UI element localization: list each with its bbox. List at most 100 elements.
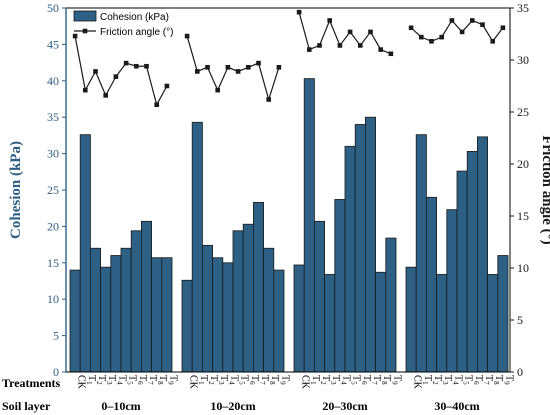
category-label-1-CK: CK (188, 375, 199, 390)
friction-line-1 (186, 35, 280, 102)
bar-0-T7 (140, 220, 152, 373)
friction-point-3-T6 (470, 18, 475, 23)
left-tick-label-0: 0 (53, 365, 59, 379)
bar-3-T1 (415, 134, 427, 373)
right-tick-label-30: 30 (517, 53, 529, 67)
friction-point-1-CK (184, 33, 190, 39)
bar-0-T5 (120, 247, 132, 373)
friction-line-3 (410, 19, 504, 43)
bar-0-T6 (130, 230, 142, 373)
category-label-2-T9: T9 (390, 375, 402, 385)
bar-3-T6 (466, 151, 478, 373)
bar-0-T8 (151, 257, 163, 373)
category-label-3-CK: CK (412, 375, 423, 390)
friction-point-2-T2 (317, 43, 322, 48)
friction-point-1-T8 (266, 97, 271, 102)
bar-2-T8 (375, 271, 387, 373)
category-label-3-T7: T7 (482, 375, 494, 385)
left-tick-label-15: 15 (47, 256, 59, 270)
bar-3-T5 (456, 170, 468, 373)
category-label-0-T7: T7 (146, 375, 158, 385)
right-tick-label-25: 25 (517, 105, 529, 119)
bar-2-T9 (385, 237, 397, 373)
legend-bar-swatch (73, 10, 97, 22)
right-tick-label-15: 15 (517, 209, 529, 223)
legend-label-friction: Friction angle (°) (100, 27, 173, 38)
category-label-0-T8: T8 (156, 375, 168, 385)
category-label-3-T5: T5 (462, 375, 474, 385)
friction-point-2-T7 (368, 29, 373, 35)
left-tick-label-25: 25 (47, 183, 59, 197)
category-label-0-T6: T6 (136, 375, 148, 385)
friction-point-0-CK (72, 33, 78, 39)
friction-point-1-T3 (215, 87, 220, 93)
friction-point-1-T4 (225, 64, 231, 70)
friction-point-0-T6 (134, 63, 139, 69)
left-tick-label-30: 30 (47, 147, 59, 161)
friction-point-3-T9 (500, 25, 506, 31)
right-tick-label-0: 0 (517, 365, 523, 379)
right-tick-label-5: 5 (517, 313, 523, 327)
category-label-1-T2: T2 (207, 375, 219, 385)
friction-point-2-T5 (347, 29, 353, 35)
category-label-0-T3: T3 (105, 375, 117, 385)
friction-line-2 (298, 12, 392, 55)
friction-point-0-T4 (113, 74, 119, 79)
bar-1-T2 (201, 244, 213, 373)
bar-1-T3 (212, 257, 224, 373)
friction-point-2-T6 (358, 43, 363, 48)
legend-label-cohesion: Cohesion (kPa) (100, 12, 169, 23)
category-label-0-T9: T9 (166, 375, 178, 385)
friction-point-0-T3 (103, 93, 108, 98)
row-label-treatments: Treatments (2, 376, 61, 390)
friction-point-3-T5 (459, 29, 465, 35)
category-label-1-T8: T8 (268, 375, 280, 385)
friction-point-1-T6 (246, 64, 251, 70)
bar-1-T6 (242, 223, 254, 373)
category-label-0-T5: T5 (126, 375, 138, 385)
category-label-3-T2: T2 (431, 375, 443, 385)
left-tick-label-20: 20 (47, 219, 59, 233)
category-label-2-T5: T5 (350, 375, 362, 385)
bar-1-CK (181, 279, 193, 373)
bar-3-T7 (476, 136, 488, 373)
friction-point-3-CK (408, 25, 414, 31)
bar-0-T1 (79, 134, 91, 373)
bar-1-T5 (232, 230, 244, 373)
right-tick-label-10: 10 (517, 261, 529, 275)
bar-2-T7 (364, 116, 376, 373)
bar-1-T4 (222, 262, 234, 373)
friction-point-3-T7 (480, 22, 485, 27)
friction-point-1-T5 (235, 69, 241, 74)
bar-2-T3 (324, 274, 336, 373)
category-label-1-T5: T5 (238, 375, 250, 385)
category-label-2-T7: T7 (370, 375, 382, 385)
friction-line-0 (74, 35, 168, 107)
category-label-2-T2: T2 (319, 375, 331, 385)
friction-point-0-T1 (83, 87, 88, 93)
bar-1-T1 (191, 121, 203, 373)
category-label-2-T8: T8 (380, 375, 392, 385)
soil-layer-label-2: 20–30cm (322, 399, 367, 413)
friction-point-1-T1 (195, 69, 200, 74)
bar-2-T1 (303, 78, 315, 373)
left-tick-label-5: 5 (53, 329, 59, 343)
category-label-3-T8: T8 (492, 375, 504, 385)
category-label-3-T6: T6 (472, 375, 484, 385)
left-tick-label-10: 10 (47, 292, 59, 306)
category-label-0-T2: T2 (95, 375, 107, 385)
friction-point-0-T5 (123, 60, 129, 66)
bar-2-CK (293, 264, 305, 373)
bar-0-T3 (100, 266, 112, 373)
row-label-soil-layer: Soil layer (2, 399, 51, 413)
friction-point-2-T8 (378, 47, 383, 52)
bar-1-T8 (263, 247, 275, 373)
friction-point-2-CK (296, 9, 302, 15)
soil-layer-label-0: 0–10cm (101, 399, 140, 413)
left-tick-label-35: 35 (47, 110, 59, 124)
bar-3-T2 (425, 196, 437, 373)
left-tick-label-50: 50 (47, 1, 59, 15)
category-label-3-T3: T3 (441, 375, 453, 385)
bar-0-T4 (110, 255, 122, 373)
